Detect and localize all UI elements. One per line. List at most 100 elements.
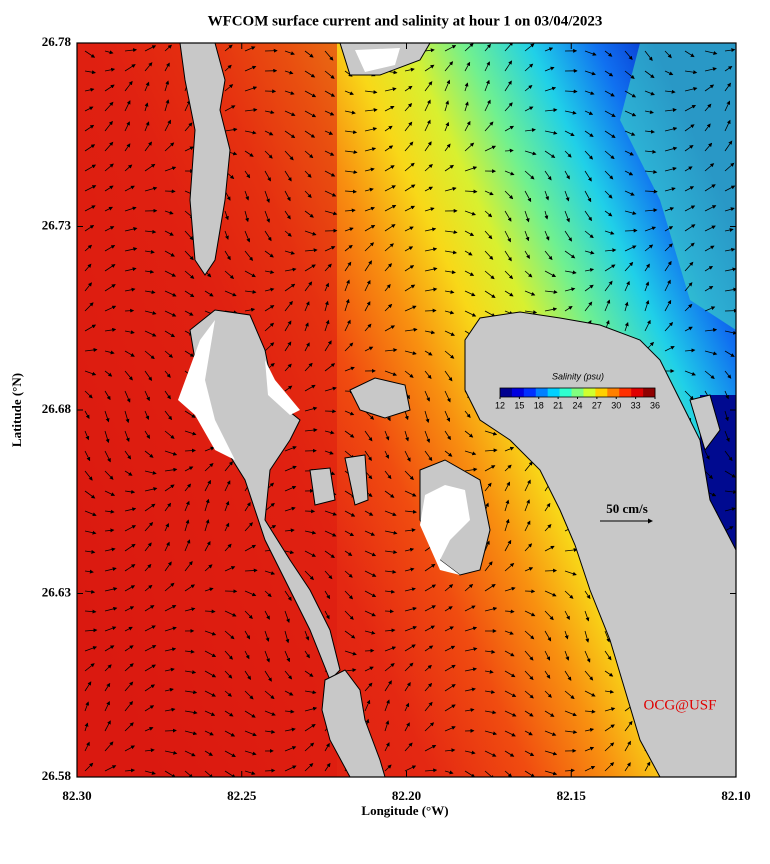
current-arrow [304, 190, 312, 198]
current-arrow [144, 269, 155, 274]
current-arrow [124, 330, 135, 335]
current-arrow [324, 610, 330, 620]
current-arrow [604, 762, 615, 772]
current-arrow [424, 186, 434, 192]
current-arrow [404, 284, 416, 292]
current-arrow [164, 330, 176, 338]
current-arrow [564, 170, 570, 180]
current-arrow [344, 110, 356, 115]
current-arrow [584, 130, 594, 138]
colorbar-swatch [559, 388, 572, 397]
current-arrow [84, 164, 97, 172]
current-arrow [704, 123, 711, 132]
current-arrow [484, 43, 491, 52]
current-arrow [404, 141, 414, 152]
current-arrow [424, 745, 437, 752]
current-arrow [544, 130, 558, 135]
current-arrow [424, 390, 430, 402]
current-arrow [124, 185, 135, 192]
current-arrow [84, 510, 97, 517]
current-arrow [684, 145, 694, 152]
current-arrow [524, 190, 532, 203]
current-arrow [184, 560, 193, 572]
current-arrow [84, 185, 97, 192]
current-arrow [564, 270, 577, 275]
current-arrow [624, 228, 638, 233]
colorbar-swatch [523, 388, 537, 397]
current-arrow [564, 130, 575, 136]
current-arrow [464, 750, 476, 755]
current-arrow [264, 670, 272, 682]
current-arrow [444, 584, 454, 592]
current-arrow [704, 350, 718, 356]
current-arrow [564, 190, 570, 202]
current-arrow [324, 110, 335, 116]
current-arrow [444, 350, 455, 359]
current-arrow [384, 764, 392, 772]
x-tick-label: 82.20 [392, 788, 421, 803]
current-arrow [344, 130, 358, 135]
current-arrow [684, 186, 695, 192]
current-arrow [384, 490, 395, 498]
current-arrow [444, 289, 455, 294]
current-arrow [504, 481, 511, 492]
current-arrow [404, 450, 411, 462]
current-arrow [164, 430, 175, 439]
current-arrow [464, 250, 473, 256]
current-arrow [224, 630, 235, 640]
current-arrow [144, 705, 155, 712]
current-arrow [664, 126, 678, 132]
current-arrow [404, 205, 416, 212]
current-arrow [404, 587, 416, 592]
current-arrow [544, 545, 555, 552]
current-arrow [304, 706, 318, 712]
current-arrow [104, 587, 118, 592]
current-arrow [304, 724, 316, 732]
current-arrow [124, 430, 130, 443]
current-arrow [304, 264, 316, 272]
current-arrow [644, 319, 651, 332]
current-arrow [664, 89, 676, 94]
current-arrow [504, 270, 514, 280]
current-arrow [504, 290, 514, 297]
current-arrow [144, 163, 156, 172]
current-arrow [704, 450, 710, 460]
current-arrow [724, 390, 729, 400]
current-arrow [364, 260, 372, 272]
colorbar: Salinity (psu) 12 15 18 21 24 27 30 33 36 [495, 371, 660, 410]
current-arrow [584, 70, 596, 76]
current-arrow [264, 570, 276, 575]
current-arrow [264, 590, 272, 598]
current-arrow [564, 690, 575, 700]
current-arrow [184, 710, 198, 715]
current-arrow [444, 726, 456, 732]
current-arrow [84, 50, 96, 58]
current-arrow [544, 47, 554, 52]
current-arrow [164, 467, 178, 472]
current-arrow [344, 550, 353, 556]
current-arrow [184, 310, 194, 316]
dry-land [178, 48, 470, 575]
current-arrow [444, 770, 454, 775]
current-arrow [84, 282, 92, 292]
current-arrow [324, 50, 334, 61]
current-arrow [304, 406, 318, 412]
current-arrow [704, 225, 716, 232]
current-arrow [684, 124, 695, 132]
current-arrow [324, 319, 330, 332]
current-arrow [124, 745, 136, 752]
current-arrow [124, 121, 130, 132]
current-arrow [124, 525, 137, 532]
current-arrow [364, 206, 375, 212]
current-arrow [724, 267, 736, 272]
current-arrow [164, 707, 176, 712]
current-arrow [124, 410, 130, 424]
current-arrow [144, 290, 156, 295]
current-arrow [124, 390, 131, 403]
colorbar-tick-label: 36 [650, 400, 660, 410]
current-arrow [524, 770, 535, 777]
current-arrow [364, 450, 372, 462]
current-arrow [84, 589, 96, 594]
current-arrow [364, 167, 375, 172]
colorbar-tick-label: 24 [572, 400, 582, 410]
